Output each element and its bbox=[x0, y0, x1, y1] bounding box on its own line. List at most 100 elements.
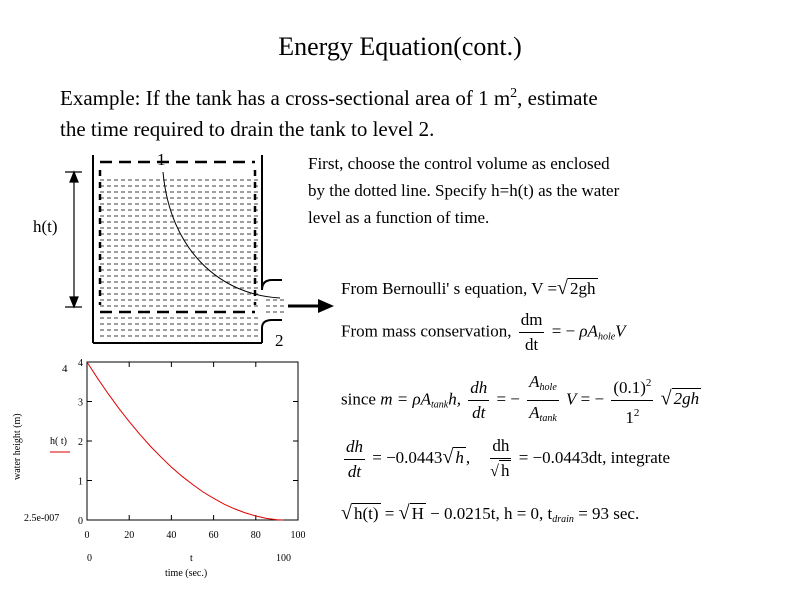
rate-equation: dh dt = −0.0443√ h, dh √ h = −0.0443dt, inte… bbox=[341, 436, 670, 482]
area-hole-sub: hole bbox=[539, 382, 557, 393]
since-eq-1: = − bbox=[496, 389, 520, 409]
intro-line-1: Example: If the tank has a cross-section… bbox=[60, 86, 598, 111]
mass-A: A bbox=[587, 321, 598, 341]
rate2-fraction: dh √ h bbox=[490, 436, 512, 482]
intro-superscript: 2 bbox=[510, 86, 518, 101]
rate-dh: dh bbox=[344, 437, 365, 460]
y-tick-label: 2 bbox=[78, 437, 83, 448]
y-tick-label: 4 bbox=[78, 358, 83, 369]
since-label: since bbox=[341, 389, 376, 409]
y-tick-label: 1 bbox=[78, 477, 83, 488]
description-line-3: level as a function of time. bbox=[308, 208, 490, 227]
description-line-2: by the dotted line. Specify h=h(t) as th… bbox=[308, 181, 620, 200]
numeric-ratio-num: (0.1)2 bbox=[611, 373, 654, 401]
final-radicand-2: H bbox=[409, 503, 426, 523]
rate-rhs: = −0.0443 bbox=[372, 447, 443, 467]
since-eq-2: = − bbox=[580, 389, 605, 409]
sqrt-icon: √ bbox=[557, 277, 569, 299]
final-rest: − 0.0215t, h = 0, t bbox=[430, 504, 553, 523]
bernoulli-equation: From Bernoulli' s equation, V =√ 2gh bbox=[341, 277, 598, 300]
intro-line-2: the time required to drain the tank to l… bbox=[60, 117, 435, 141]
area-tank-sub: tank bbox=[539, 413, 557, 424]
x-max-label: 100 bbox=[276, 553, 291, 564]
final-equation: √ h(t) = √ H − 0.0215t, h = 0, tdrain = 93… bbox=[341, 502, 639, 525]
since-rho: ρ bbox=[412, 389, 421, 409]
sqrt-icon: √ bbox=[442, 445, 454, 468]
since-V: V bbox=[566, 389, 577, 409]
bernoulli-radicand: 2gh bbox=[568, 278, 598, 298]
y-min-label: 2.5e-007 bbox=[24, 513, 59, 524]
rate2-num: dh bbox=[490, 436, 512, 459]
since-A-sub: tank bbox=[431, 399, 449, 411]
mass-rhs-sign: = − bbox=[551, 321, 576, 341]
series-line-h bbox=[86, 361, 284, 521]
x-tick-label: 40 bbox=[166, 530, 176, 541]
rate2-den: √ h bbox=[490, 460, 512, 480]
since-A: A bbox=[420, 389, 431, 409]
rate-dt: dt bbox=[347, 461, 362, 481]
dm-dt-fraction: dm dt bbox=[518, 310, 545, 355]
height-arrow bbox=[65, 170, 82, 309]
page-title: Energy Equation(cont.) bbox=[278, 32, 522, 61]
area-hole: A bbox=[529, 372, 540, 391]
intro-line-1-end: , estimate bbox=[517, 86, 598, 110]
chart-tick-labels: 0 20 40 60 80 100 0 1 2 3 4 bbox=[78, 358, 306, 541]
y-tick-label: 3 bbox=[78, 398, 83, 409]
rate-radicand: h bbox=[453, 446, 466, 467]
chart-ticks bbox=[86, 361, 299, 521]
x-var-label: t bbox=[190, 553, 193, 564]
final-radicand-1: h(t) bbox=[351, 503, 381, 523]
point-1-label: 1 bbox=[157, 150, 166, 169]
area-tank: A bbox=[529, 403, 540, 422]
numeric-ratio-fraction: (0.1)2 12 bbox=[611, 373, 654, 428]
y-max-label: 4 bbox=[62, 363, 68, 375]
chart-ylabel: water height (m) bbox=[12, 413, 23, 480]
numeric-num-base: (0.1) bbox=[613, 378, 646, 397]
height-label: h(t) bbox=[33, 217, 58, 236]
sqrt-icon: √ bbox=[341, 502, 352, 524]
mass-den: dt bbox=[524, 335, 539, 354]
since-dh: dh bbox=[468, 378, 490, 401]
x-tick-label: 60 bbox=[209, 530, 219, 541]
x-tick-label: 0 bbox=[85, 530, 90, 541]
numeric-ratio-den: 12 bbox=[625, 401, 639, 428]
x-tick-label: 20 bbox=[124, 530, 134, 541]
final-sub: drain bbox=[552, 514, 574, 525]
bernoulli-label: From Bernoulli' s equation, bbox=[341, 279, 528, 298]
x-min-label: 0 bbox=[87, 553, 92, 564]
control-volume-sides bbox=[98, 170, 257, 305]
description-line-1: First, choose the control volume as encl… bbox=[308, 154, 610, 173]
water-hatching bbox=[100, 179, 285, 337]
tank-walls bbox=[92, 155, 282, 344]
since-dh-dt-fraction: dh dt bbox=[468, 378, 490, 423]
since-h: h, bbox=[448, 389, 461, 409]
mass-V: V bbox=[615, 321, 626, 341]
numeric-num-sup: 2 bbox=[645, 377, 652, 389]
area-ratio-den: Atank bbox=[529, 401, 557, 429]
sqrt-icon: √ bbox=[660, 387, 672, 410]
point-2-label: 2 bbox=[275, 331, 284, 350]
mass-A-sub: hole bbox=[597, 331, 616, 343]
since-radicand: 2gh bbox=[671, 388, 702, 409]
x-tick-label: 80 bbox=[251, 530, 261, 541]
final-end: = 93 sec. bbox=[578, 504, 640, 523]
since-equation: since m = ρAtankh, dh dt = − Ahole Atank V… bbox=[341, 372, 702, 429]
since-dt: dt bbox=[472, 403, 486, 422]
chart-xlabel: time (sec.) bbox=[165, 568, 207, 579]
mass-num: dm bbox=[518, 310, 545, 333]
mass-equation: From mass conservation, dm dt = − ρAholeV bbox=[341, 310, 626, 355]
since-m: m = bbox=[380, 389, 413, 409]
intro-line-1-text: Example: If the tank has a cross-section… bbox=[60, 86, 511, 110]
numeric-den-sup: 2 bbox=[633, 407, 640, 419]
mass-rho: ρ bbox=[579, 321, 588, 341]
bernoulli-lhs: V = bbox=[531, 279, 558, 298]
control-volume-outline bbox=[100, 160, 255, 314]
mass-label: From mass conservation, bbox=[341, 321, 512, 341]
area-ratio-fraction: Ahole Atank bbox=[527, 372, 559, 429]
rate2-rhs: = −0.0443dt, integrate bbox=[518, 447, 671, 467]
rate2-radicand: h bbox=[498, 460, 512, 480]
chart-frame bbox=[86, 361, 299, 521]
legend-label: h( t) bbox=[50, 436, 67, 447]
